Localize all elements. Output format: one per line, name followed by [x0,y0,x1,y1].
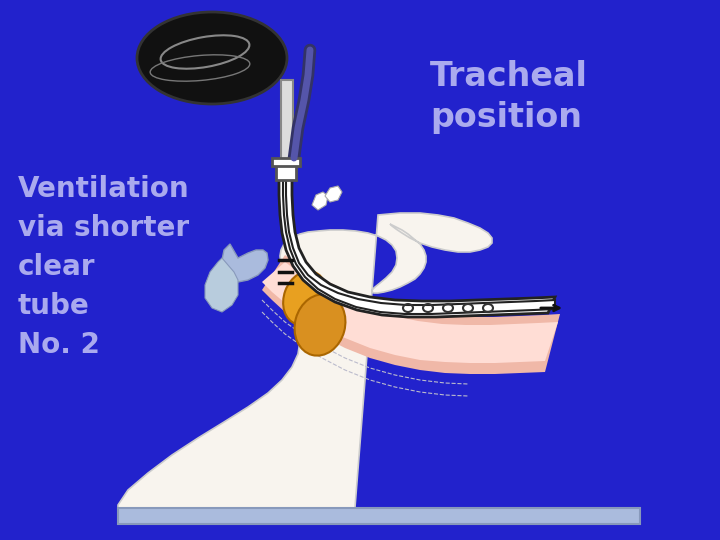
Polygon shape [262,262,558,363]
Ellipse shape [294,294,346,356]
Polygon shape [312,192,328,210]
Text: Ventilation
via shorter
clear
tube
No. 2: Ventilation via shorter clear tube No. 2 [18,175,189,359]
Bar [281,80,293,162]
Polygon shape [118,213,492,520]
Bar [118,508,640,524]
Text: Tracheal
position: Tracheal position [430,60,588,134]
FancyBboxPatch shape [272,158,300,166]
Polygon shape [222,244,268,282]
Ellipse shape [137,12,287,104]
Polygon shape [279,175,555,317]
Polygon shape [262,255,560,374]
FancyBboxPatch shape [276,162,296,180]
Polygon shape [325,186,342,202]
Polygon shape [283,175,555,314]
Ellipse shape [283,271,327,325]
Polygon shape [205,258,238,312]
